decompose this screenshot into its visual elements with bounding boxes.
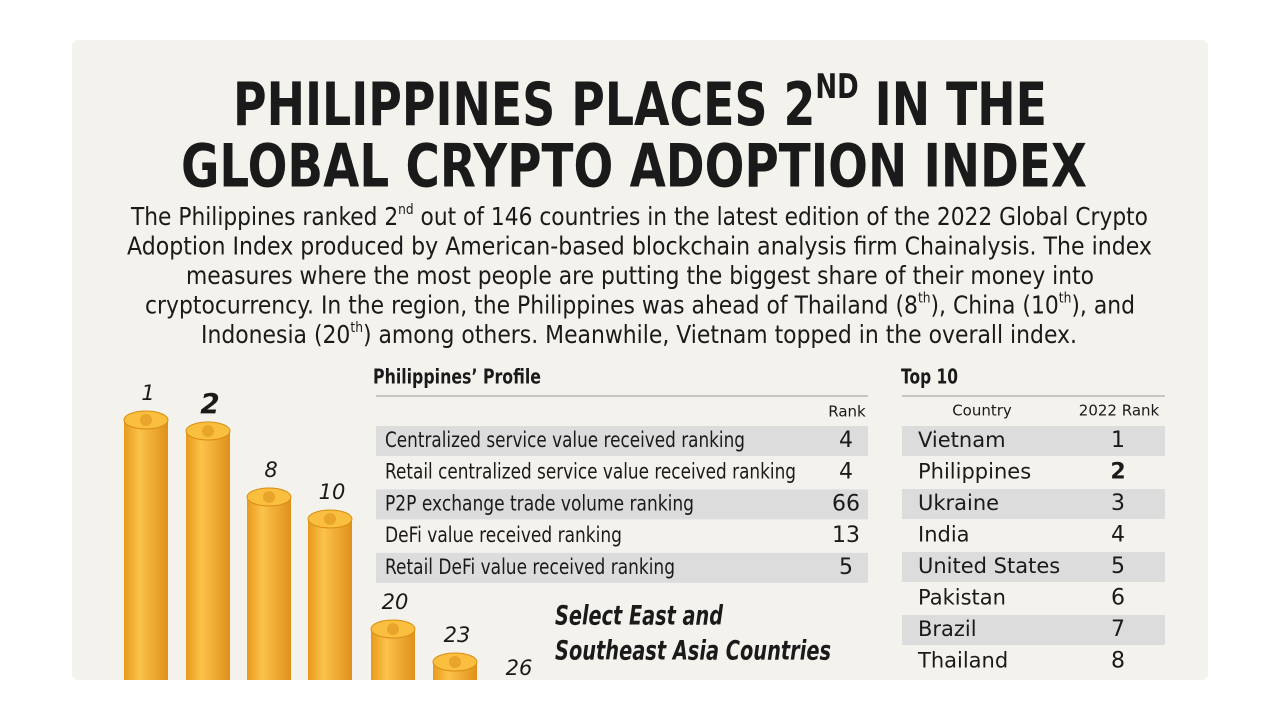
intro-line: The Philippines ranked 2nd out of 146 co… [130, 202, 1148, 231]
country: Philippines [918, 460, 1031, 484]
column-header: Rank [828, 403, 866, 421]
coin-icon [511, 689, 523, 701]
coin-stack: 23 [432, 623, 478, 680]
table-heading: Philippines’ Profile [373, 365, 541, 389]
coin-stack-label: 26 [506, 656, 533, 680]
coin-stack-body [124, 420, 168, 680]
column-header: 2022 Rank [1079, 402, 1160, 420]
text-run: PHILIPPINES PLACES 2 [233, 70, 815, 140]
row-value: 13 [832, 523, 860, 548]
coin-stack-label: 2 [200, 387, 219, 420]
country: Thailand [917, 649, 1008, 673]
coin-stack-body [247, 497, 291, 680]
rank: 2 [1110, 460, 1125, 485]
text-run: ) among others. Meanwhile, Vietnam toppe… [363, 320, 1077, 349]
coin-stack: 20 [370, 590, 416, 680]
coin-icon [140, 414, 152, 426]
text-run: Indonesia (20 [201, 320, 350, 349]
country: Pakistan [918, 586, 1006, 610]
rank: 6 [1111, 586, 1125, 611]
title-line: PHILIPPINES PLACES 2ND IN THE [233, 67, 1047, 140]
row-bg [902, 489, 1165, 519]
coin-stack-label: 20 [382, 590, 409, 614]
coin-icon [263, 491, 275, 503]
coin-top [495, 686, 539, 704]
coin-stack: 26 [495, 656, 539, 720]
text-run: out of 146 countries in the latest editi… [414, 202, 1148, 231]
coin-stack-label: 10 [319, 480, 346, 504]
row-value: 66 [832, 491, 860, 516]
coin-stack-body [308, 519, 352, 680]
intro-line: measures where the most people are putti… [186, 261, 1094, 290]
intro-line: cryptocurrency. In the region, the Phili… [145, 291, 1135, 320]
coin-stack: 8 [246, 458, 292, 680]
rank: 5 [1111, 554, 1125, 579]
row-label: Retail centralized service value receive… [385, 460, 796, 484]
country: Vietnam [918, 428, 1006, 452]
coin-stack-label: 1 [141, 381, 154, 405]
coin-stack-body [495, 695, 539, 720]
text-run: The Philippines ranked 2 [130, 202, 398, 231]
text-run: Adoption Index produced by American-base… [127, 232, 1152, 261]
rank: 8 [1111, 649, 1125, 674]
row-bg [902, 552, 1165, 582]
row-value: 4 [839, 460, 853, 485]
rank: 7 [1111, 617, 1125, 642]
country: India [918, 523, 970, 547]
coin-stack-label: 23 [444, 623, 471, 647]
coin-stack: 10 [307, 480, 353, 680]
superscript: th [350, 320, 363, 336]
row-label: Retail DeFi value received ranking [385, 555, 675, 579]
row-value: 4 [839, 428, 853, 453]
coin-stack-body [371, 629, 415, 680]
superscript: ND [815, 67, 858, 107]
coin-icon [202, 425, 214, 437]
rank: 4 [1111, 523, 1125, 548]
rank: 1 [1111, 428, 1125, 453]
row-label: Centralized service value received ranki… [385, 428, 745, 452]
country: United States [918, 554, 1060, 578]
table-heading: Top 10 [901, 365, 958, 389]
row-label: DeFi value received ranking [385, 523, 622, 547]
coin-icon [449, 656, 461, 668]
intro-line: Indonesia (20th) among others. Meanwhile… [201, 320, 1077, 349]
coin-icon [324, 513, 336, 525]
row-value: 5 [839, 555, 853, 580]
text-run: ), and [1071, 291, 1135, 320]
row-label: P2P exchange trade volume ranking [385, 491, 694, 515]
text-run: measures where the most people are putti… [186, 261, 1094, 290]
row-bg [376, 489, 868, 520]
superscript: th [1059, 291, 1072, 307]
superscript: nd [398, 202, 413, 218]
column-header: Country [952, 402, 1012, 420]
text-run: cryptocurrency. In the region, the Phili… [145, 291, 918, 320]
rank: 3 [1111, 491, 1125, 516]
coin-stack-body [186, 431, 230, 680]
text-run: IN THE [859, 70, 1047, 140]
intro-line: Adoption Index produced by American-base… [127, 232, 1152, 261]
title-line: GLOBAL CRYPTO ADOPTION INDEX [181, 132, 1087, 202]
country: Brazil [918, 617, 977, 641]
coin-stack-label: 8 [264, 458, 277, 482]
subheading: Select East and [555, 601, 723, 632]
text-run: ), China (10 [931, 291, 1059, 320]
superscript: th [918, 291, 931, 307]
card [72, 40, 1208, 680]
subheading: Southeast Asia Countries [555, 636, 831, 667]
row-bg [902, 615, 1165, 645]
coin-stack: 1 [123, 381, 169, 680]
country: Ukraine [918, 491, 999, 515]
coin-stack: 2 [185, 387, 231, 680]
coin-icon [387, 623, 399, 635]
row-bg [902, 426, 1165, 456]
row-bg [376, 552, 868, 583]
row-bg [376, 426, 868, 456]
